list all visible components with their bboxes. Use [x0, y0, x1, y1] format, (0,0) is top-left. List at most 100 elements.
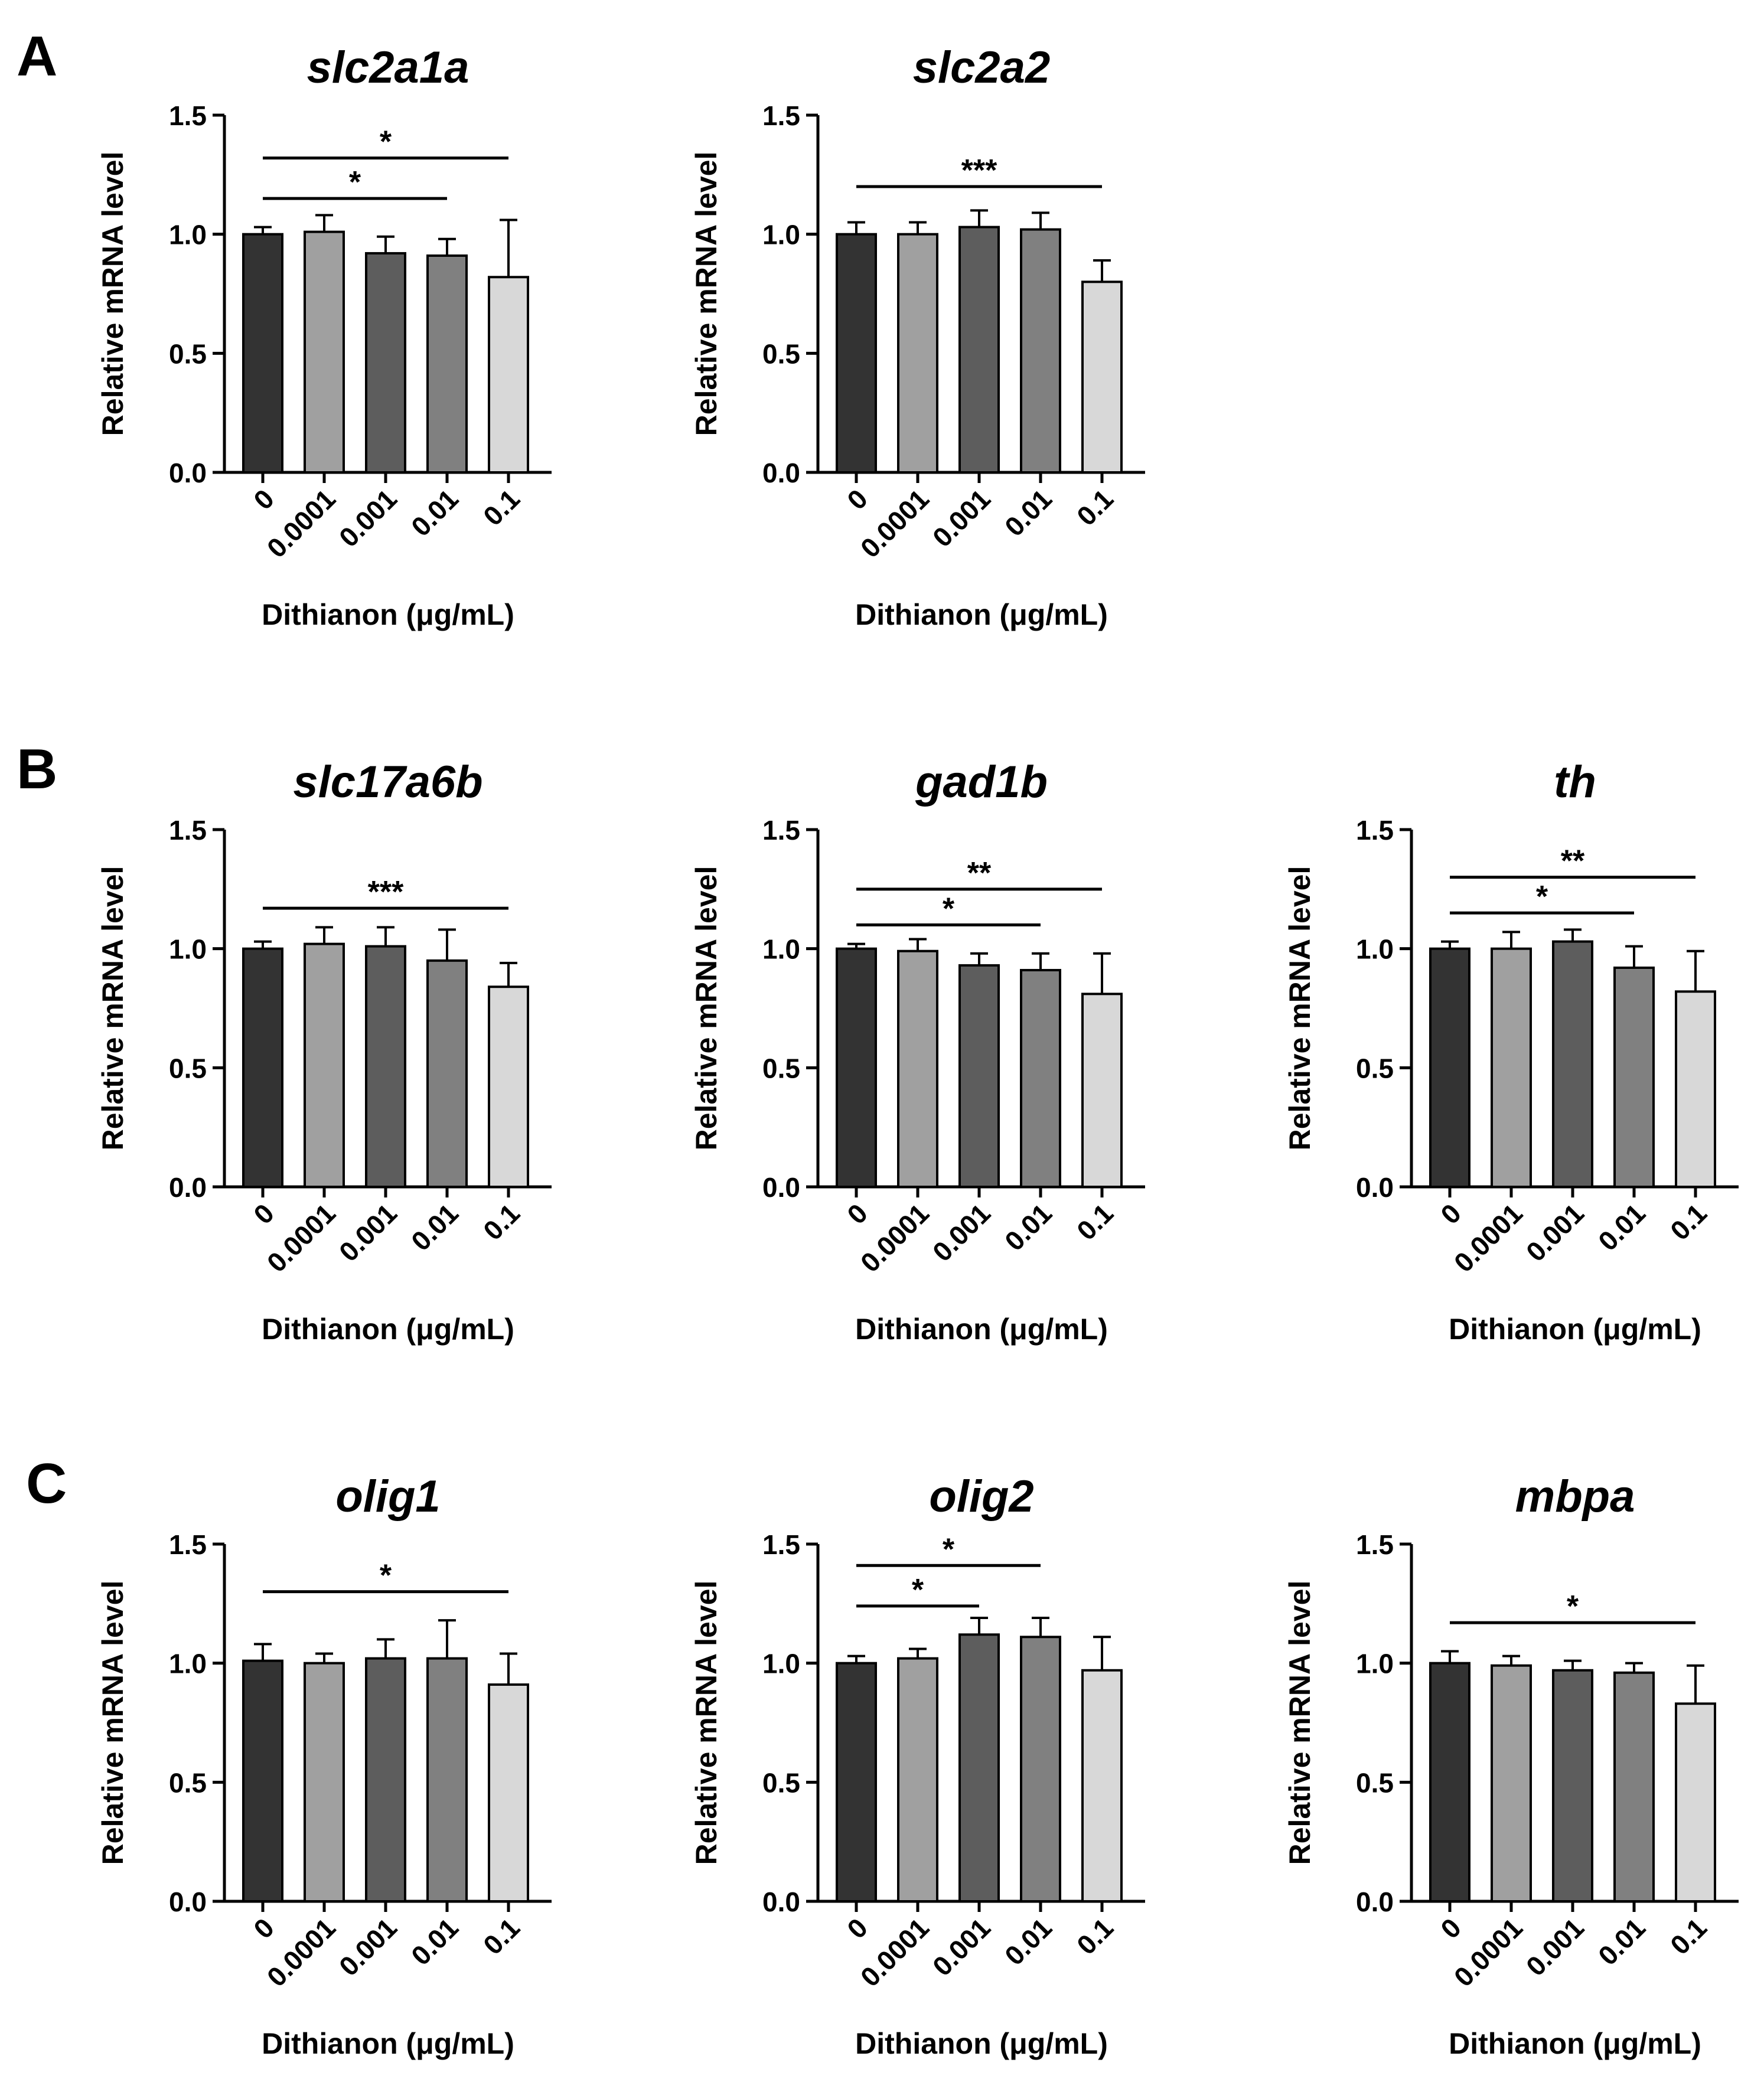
chart-title: slc17a6b [293, 757, 482, 807]
bar-0.0001 [304, 1662, 345, 1903]
significance-label: *** [368, 875, 404, 909]
y-tick-label: 0.5 [762, 1053, 800, 1084]
y-tick-label: 1.0 [1356, 934, 1394, 965]
y-axis-title: Relative mRNA level [96, 152, 129, 436]
x-tick-label: 0.01 [405, 483, 464, 542]
y-tick-label: 1.5 [1356, 1529, 1394, 1560]
chart-title: th [1554, 757, 1596, 807]
x-tick-label: 0 [1434, 1197, 1467, 1230]
x-tick-label: 0 [841, 1912, 873, 1944]
x-tick-label: 0 [247, 1197, 280, 1230]
y-tick-label: 0.0 [1356, 1887, 1394, 1917]
panel-label-a: A [17, 25, 57, 88]
x-tick-label: 0 [841, 1197, 873, 1230]
y-tick-label: 1.0 [762, 934, 800, 965]
chart-th: th 0.0 0.5 1.0 1.5 Relative mRNA level 00.0001… [1283, 757, 1739, 1346]
significance-label: * [943, 892, 955, 926]
bar-0.1 [488, 1683, 529, 1902]
x-axis-title: Dithianon (μg/mL) [1449, 1313, 1701, 1346]
x-tick-label: 0.0001 [1448, 1197, 1528, 1278]
bar-0.0001 [897, 1657, 938, 1903]
y-tick-label: 0.5 [1356, 1053, 1394, 1084]
y-tick-label: 0.5 [762, 338, 800, 369]
bar-0.01 [1020, 1636, 1061, 1903]
bar-0 [1429, 947, 1470, 1188]
y-tick-label: 0.0 [762, 1172, 800, 1203]
x-tick-label: 0.001 [927, 1912, 996, 1982]
bar-0 [836, 1662, 877, 1903]
x-tick-label: 0.01 [999, 483, 1058, 542]
y-tick-label: 1.5 [762, 1529, 800, 1560]
chart-slc17a6b: slc17a6b 0.0 0.5 1.0 1.5 Relative mRNA level 0… [96, 757, 552, 1346]
bar-0.001 [958, 1633, 1000, 1902]
bar-0.0001 [1491, 947, 1532, 1188]
chart-title: slc2a2 [913, 43, 1050, 93]
bar-0.0001 [897, 233, 938, 474]
significance-label: * [349, 165, 361, 200]
x-tick-label: 0.1 [1071, 1912, 1119, 1960]
x-tick-label: 0.01 [405, 1912, 464, 1971]
panel-label-c: C [26, 1452, 67, 1515]
y-axis-title: Relative mRNA level [690, 152, 723, 436]
y-tick-label: 0.0 [762, 458, 800, 488]
significance-label: ** [967, 856, 992, 890]
x-tick-label: 0.1 [477, 1197, 526, 1246]
bar-0.1 [488, 985, 529, 1188]
x-axis-title: Dithianon (μg/mL) [855, 1313, 1108, 1346]
x-axis-title: Dithianon (μg/mL) [1449, 2027, 1701, 2060]
x-tick-label: 0.001 [333, 483, 403, 553]
x-tick-label: 0.1 [1664, 1912, 1713, 1960]
x-tick-label: 0.01 [999, 1912, 1058, 1971]
x-tick-label: 0.0001 [1448, 1912, 1528, 1992]
x-tick-label: 0.001 [1520, 1197, 1590, 1267]
bar-0.01 [1613, 966, 1655, 1189]
x-tick-label: 0.1 [1071, 483, 1119, 531]
y-axis-title: Relative mRNA level [690, 866, 723, 1151]
y-tick-label: 1.0 [169, 934, 207, 965]
bar-0.1 [1081, 280, 1123, 474]
significance-label: * [1536, 880, 1548, 914]
bar-0.1 [488, 276, 529, 474]
bar-0.01 [1020, 968, 1061, 1188]
bar-0.01 [1613, 1671, 1655, 1903]
x-tick-label: 0.1 [1664, 1197, 1713, 1246]
y-tick-label: 0.5 [762, 1767, 800, 1798]
bar-0.01 [426, 254, 468, 474]
x-tick-label: 0.0001 [261, 1912, 341, 1992]
x-axis-title: Dithianon (μg/mL) [855, 598, 1108, 631]
bar-0.001 [365, 252, 406, 474]
y-tick-label: 1.0 [762, 1649, 800, 1679]
y-tick-label: 1.5 [762, 100, 800, 131]
x-tick-label: 0.0001 [855, 483, 935, 563]
bar-0.001 [958, 964, 1000, 1189]
bar-0.0001 [304, 942, 345, 1188]
x-tick-label: 0.0001 [855, 1197, 935, 1278]
x-axis-title: Dithianon (μg/mL) [262, 1313, 514, 1346]
bar-0.01 [426, 1657, 468, 1903]
x-axis-title: Dithianon (μg/mL) [855, 2027, 1108, 2060]
y-axis-title: Relative mRNA level [690, 1581, 723, 1865]
bar-0.001 [1552, 1669, 1593, 1902]
bar-0 [242, 233, 283, 474]
y-axis-title: Relative mRNA level [1283, 866, 1316, 1151]
x-tick-label: 0.001 [927, 483, 996, 553]
y-tick-label: 1.5 [762, 815, 800, 846]
x-tick-label: 0.1 [1071, 1197, 1119, 1246]
x-axis-title: Dithianon (μg/mL) [262, 598, 514, 631]
x-tick-label: 0 [247, 483, 280, 515]
x-tick-label: 0.0001 [261, 483, 341, 563]
x-axis-title: Dithianon (μg/mL) [262, 2027, 514, 2060]
x-tick-label: 0 [247, 1912, 280, 1944]
y-tick-label: 0.5 [1356, 1767, 1394, 1798]
significance-label: *** [961, 154, 997, 188]
x-tick-label: 0.1 [477, 483, 526, 531]
bar-0.001 [958, 226, 1000, 474]
chart-title: gad1b [915, 757, 1048, 807]
x-tick-label: 0.001 [1520, 1912, 1590, 1982]
y-axis-title: Relative mRNA level [96, 1581, 129, 1865]
chart-title: mbpa [1515, 1471, 1635, 1522]
bar-0.1 [1081, 993, 1123, 1189]
